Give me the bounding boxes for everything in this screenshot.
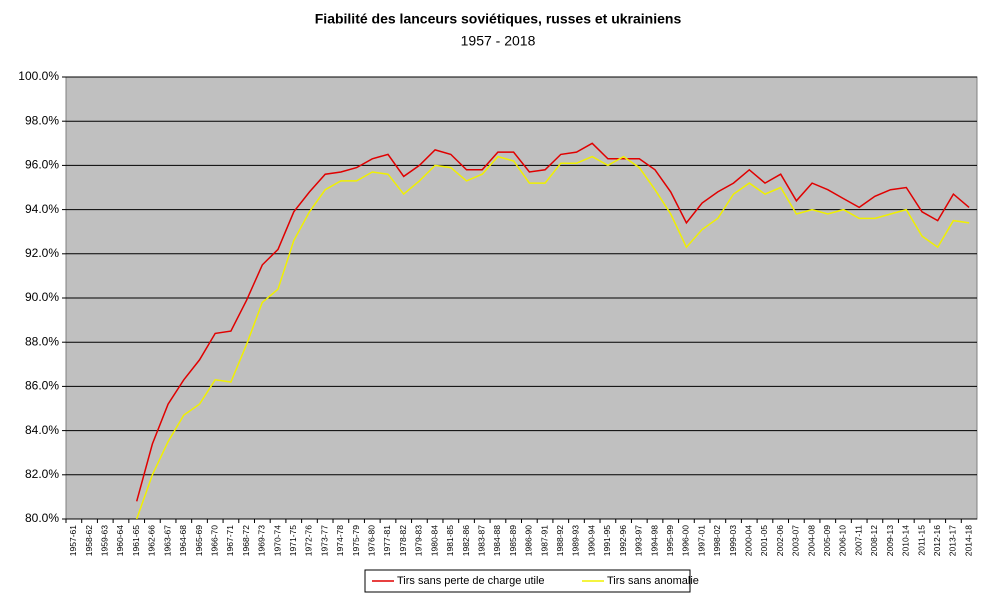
x-tick-label: 1989-93 <box>571 525 581 556</box>
x-tick-label: 1975-79 <box>351 525 361 556</box>
x-tick-label: 1978-82 <box>398 525 408 556</box>
x-tick-label: 2012-16 <box>932 525 942 556</box>
x-tick-label: 1997-01 <box>696 525 706 556</box>
x-tick-label: 2003-07 <box>791 525 801 556</box>
legend-label: Tirs sans perte de charge utile <box>397 575 545 587</box>
x-tick-label: 1985-89 <box>508 525 518 556</box>
x-tick-label: 1996-00 <box>681 525 691 556</box>
x-tick-label: 2009-13 <box>885 525 895 556</box>
x-tick-label: 1965-69 <box>194 525 204 556</box>
x-tick-label: 1986-90 <box>524 525 534 556</box>
x-tick-label: 1959-63 <box>100 525 110 556</box>
y-tick-label: 88.0% <box>25 334 59 348</box>
chart-title: Fiabilité des lanceurs soviétiques, russ… <box>315 11 682 27</box>
x-tick-label: 2010-14 <box>901 525 911 556</box>
x-tick-label: 1976-80 <box>367 525 377 556</box>
x-tick-label: 1981-85 <box>445 525 455 556</box>
x-tick-label: 2000-04 <box>744 525 754 556</box>
x-tick-label: 1961-65 <box>131 525 141 556</box>
x-tick-label: 1998-02 <box>712 525 722 556</box>
y-tick-label: 84.0% <box>25 423 59 437</box>
x-tick-label: 2006-10 <box>838 525 848 556</box>
x-tick-label: 1977-81 <box>382 525 392 556</box>
series-line <box>135 155 970 519</box>
x-tick-label: 2005-09 <box>822 525 832 556</box>
x-tick-label: 2002-06 <box>775 525 785 556</box>
x-tick-label: 1987-91 <box>539 525 549 556</box>
x-tick-label: 1993-97 <box>634 525 644 556</box>
x-tick-label: 1967-71 <box>225 525 235 556</box>
y-tick-label: 96.0% <box>25 158 59 172</box>
x-tick-label: 2004-08 <box>806 525 816 556</box>
x-tick-label: 1999-03 <box>728 525 738 556</box>
y-tick-label: 90.0% <box>25 290 59 304</box>
x-tick-label: 1980-84 <box>429 525 439 556</box>
y-tick-label: 80.0% <box>25 511 59 525</box>
x-tick-label: 1964-68 <box>178 525 188 556</box>
x-tick-label: 1969-73 <box>257 525 267 556</box>
x-tick-label: 1973-77 <box>319 525 329 556</box>
x-tick-label: 1971-75 <box>288 525 298 556</box>
series-line <box>135 142 970 502</box>
x-tick-label: 1995-99 <box>665 525 675 556</box>
x-tick-label: 2014-18 <box>963 525 973 556</box>
x-tick-label: 2008-12 <box>869 525 879 556</box>
x-tick-label: 1958-62 <box>84 525 94 556</box>
legend <box>364 569 691 593</box>
x-tick-label: 1992-96 <box>618 525 628 556</box>
x-tick-label: 1991-95 <box>602 525 612 556</box>
x-tick-label: 1990-94 <box>586 525 596 556</box>
x-tick-label: 1983-87 <box>476 525 486 556</box>
x-tick-label: 1979-83 <box>414 525 424 556</box>
x-tick-label: 2011-15 <box>916 525 926 556</box>
x-tick-label: 2001-05 <box>759 525 769 556</box>
x-tick-label: 1994-98 <box>649 525 659 556</box>
x-tick-label: 2007-11 <box>853 525 863 556</box>
x-tick-label: 1984-88 <box>492 525 502 556</box>
x-tick-label: 1963-67 <box>162 525 172 556</box>
legend-label: Tirs sans anomalie <box>607 575 699 587</box>
x-tick-label: 1982-86 <box>461 525 471 556</box>
y-tick-label: 98.0% <box>25 113 59 127</box>
x-tick-label: 1966-70 <box>209 525 219 556</box>
x-tick-label: 1972-76 <box>304 525 314 556</box>
y-tick-label: 94.0% <box>25 202 59 216</box>
y-tick-label: 82.0% <box>25 467 59 481</box>
y-tick-label: 86.0% <box>25 379 59 393</box>
x-tick-label: 1988-92 <box>555 525 565 556</box>
y-tick-label: 92.0% <box>25 246 59 260</box>
x-tick-label: 1960-64 <box>115 525 125 556</box>
x-tick-label: 1968-72 <box>241 525 251 556</box>
y-tick-label: 100.0% <box>18 69 59 83</box>
x-tick-label: 2013-17 <box>948 525 958 556</box>
x-tick-label: 1962-66 <box>147 525 157 556</box>
x-tick-label: 1970-74 <box>272 525 282 556</box>
x-tick-label: 1957-61 <box>68 525 78 556</box>
x-tick-label: 1974-78 <box>335 525 345 556</box>
chart-subtitle: 1957 - 2018 <box>461 33 536 49</box>
